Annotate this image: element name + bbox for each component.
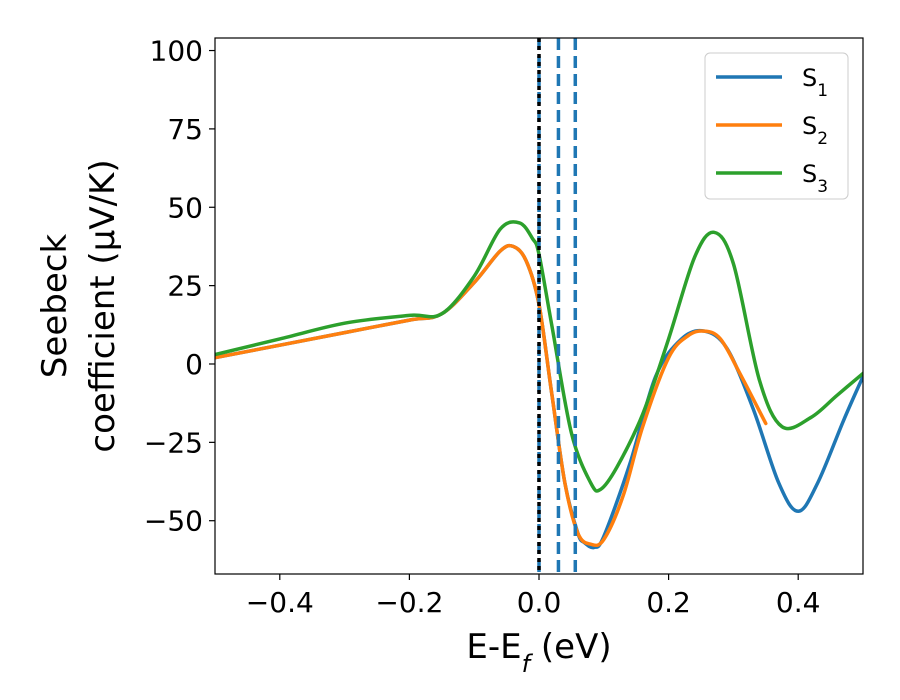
x-tick-label: 0.2 bbox=[646, 586, 691, 619]
y-axis-title: Seebeck coefficient (μV/K) bbox=[35, 159, 123, 452]
x-tick-label: −0.4 bbox=[246, 586, 314, 619]
y-tick-label: 0 bbox=[185, 348, 203, 381]
x-tick-label: −0.2 bbox=[375, 586, 443, 619]
y-tick-label: 50 bbox=[167, 191, 203, 224]
plot-frame bbox=[214, 37, 864, 575]
y-axis-title-line2: coefficient (μV/K) bbox=[83, 159, 123, 452]
y-tick-label: −50 bbox=[144, 505, 203, 538]
x-tick-label: 0.4 bbox=[776, 586, 821, 619]
legend-label: S3 bbox=[802, 160, 828, 197]
legend: S1 S2 S3 bbox=[704, 52, 849, 200]
y-tick-label: 100 bbox=[150, 35, 203, 68]
y-tick-label: 25 bbox=[167, 270, 203, 303]
legend-label: S2 bbox=[802, 112, 828, 149]
x-axis-title: E-Ef (eV) bbox=[466, 627, 611, 678]
axis-ticks: −0.4 −0.2 0.0 0.2 0.4 −50 −25 0 25 50 75 100 bbox=[144, 35, 821, 619]
y-tick-label: −25 bbox=[144, 426, 203, 459]
legend-label: S1 bbox=[802, 64, 828, 101]
series-layer bbox=[215, 220, 863, 550]
reference-lines bbox=[537, 38, 578, 574]
x-tick-label: 0.0 bbox=[517, 586, 562, 619]
y-axis-title-line1: Seebeck bbox=[35, 234, 75, 379]
y-tick-label: 75 bbox=[167, 113, 203, 146]
series-line-s3 bbox=[215, 220, 863, 493]
